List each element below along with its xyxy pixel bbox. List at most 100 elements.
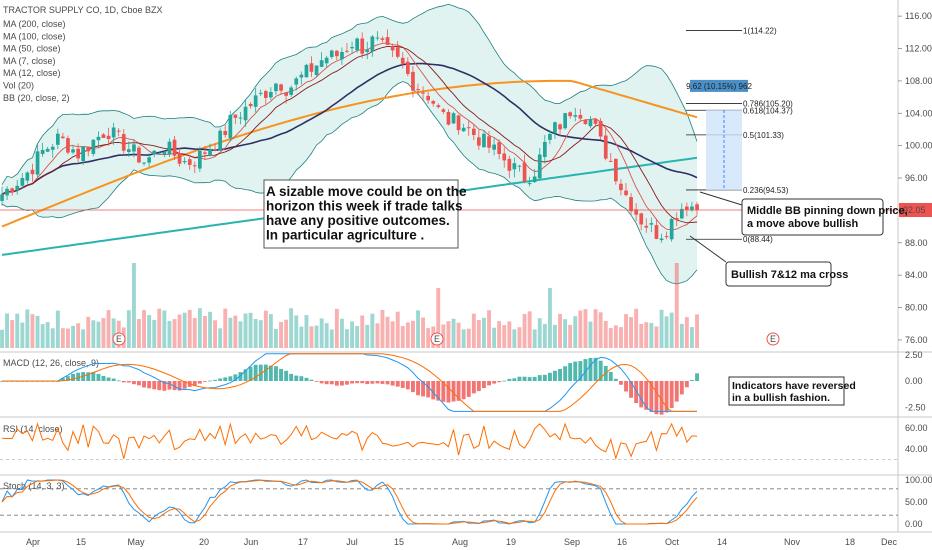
volume-bar xyxy=(669,312,674,348)
candle-body xyxy=(111,127,116,138)
volume-bar xyxy=(466,328,471,348)
time-tick-label: Jul xyxy=(346,537,358,547)
candle-body xyxy=(274,83,278,92)
earnings-label: E xyxy=(770,334,776,344)
volume-bar xyxy=(649,322,654,348)
volume-bar xyxy=(416,310,420,348)
volume-bar xyxy=(619,327,623,348)
candle-body xyxy=(512,163,517,170)
earnings-marker[interactable] xyxy=(766,332,780,346)
ma-note-box[interactable] xyxy=(725,261,832,287)
volume-bar xyxy=(268,314,273,348)
bb-note-box[interactable] xyxy=(741,198,884,236)
bollinger-lower xyxy=(1,81,698,285)
macd-hist-bar xyxy=(253,364,258,381)
macd-hist-bar xyxy=(365,381,370,385)
volume-bar xyxy=(248,312,253,348)
volume-bar xyxy=(578,310,583,348)
earnings-marker[interactable] xyxy=(112,332,126,346)
candle-body xyxy=(35,151,40,175)
macd-label: MACD (12, 26, close, 9) xyxy=(3,358,99,368)
volume-bar xyxy=(482,317,486,348)
volume-bar xyxy=(324,323,329,348)
macd-hist-bar xyxy=(137,381,141,386)
candle-body xyxy=(91,139,96,154)
price-tick-label: 88.00 xyxy=(905,238,928,248)
candle-body xyxy=(269,92,273,98)
candle-body xyxy=(20,178,25,186)
macd-hist-bar xyxy=(380,381,385,384)
indicator-legend-item: MA (7, close) xyxy=(3,56,56,66)
macd-note-line: in a bullish fashion. xyxy=(732,392,830,404)
volume-bar xyxy=(624,314,628,348)
volume-bar xyxy=(674,263,679,348)
volume-bar xyxy=(380,310,385,348)
volume-bar xyxy=(10,320,15,348)
candle-body xyxy=(360,38,365,54)
macd-hist-bar xyxy=(674,381,679,402)
volume-bar xyxy=(91,320,96,348)
candle-body xyxy=(522,162,527,182)
candle-body xyxy=(649,223,654,225)
macd-hist-bar xyxy=(548,372,552,381)
time-tick-label: 15 xyxy=(76,537,86,547)
candle-body xyxy=(532,176,537,183)
main-note-box[interactable] xyxy=(263,179,459,249)
candle-body xyxy=(96,136,101,141)
indicator-legend-item: MA (100, close) xyxy=(3,31,66,41)
volume-bar xyxy=(588,321,593,348)
macd-note-box[interactable] xyxy=(728,376,845,406)
volume-bar xyxy=(213,320,217,348)
candle-body xyxy=(10,188,14,193)
candle-body xyxy=(517,165,522,167)
candle-body xyxy=(157,153,162,155)
volume-bar xyxy=(340,318,344,348)
stoch-d-line xyxy=(1,479,698,525)
earnings-marker[interactable] xyxy=(430,332,444,346)
candle-body xyxy=(299,74,304,78)
volume-bar xyxy=(487,310,491,348)
candle-body xyxy=(603,135,608,159)
macd-pane[interactable]: MACD (12, 26, close, 9) 2.50 0.00 -2.50 xyxy=(0,350,926,415)
macd-hist-bar xyxy=(91,372,96,381)
current-price-badge xyxy=(899,202,932,217)
macd-hist-bar xyxy=(613,378,618,381)
time-tick-label: 14 xyxy=(717,537,727,547)
macd-hist-bar xyxy=(238,372,243,381)
price-tick-label: 112.00 xyxy=(905,44,932,54)
volume-bar xyxy=(299,326,304,348)
candle-body xyxy=(177,153,182,164)
volume-bar xyxy=(334,308,339,348)
macd-hist-bar xyxy=(664,381,669,413)
rsi-line xyxy=(1,422,698,460)
macd-hist-bar xyxy=(608,372,613,381)
volume-bar xyxy=(314,325,319,348)
ma-7-line xyxy=(1,42,698,231)
macd-hist-bar xyxy=(436,381,441,401)
candle-body xyxy=(228,114,233,139)
macd-hist-bar xyxy=(405,381,410,390)
time-axis[interactable]: Apr 15 May 20 Jun 17 Jul 15 Aug 19 Sep 16 Oct 14 Nov 18… xyxy=(26,537,898,547)
rsi-pane[interactable]: RSI (14, close) 60.00 40.00 xyxy=(0,422,928,461)
candle-body xyxy=(314,65,319,75)
volume-bar xyxy=(81,329,86,348)
fib-retracement[interactable]: 1(114.22) 0.786(105.20)0.618(104.37) 0.5(1… xyxy=(686,27,793,245)
price-axis[interactable]: 116.00112.00108.00104.00100.0096.0092.00… xyxy=(898,11,932,345)
candle-body xyxy=(593,118,598,124)
macd-hist-bar xyxy=(319,381,324,384)
candle-body xyxy=(390,46,395,51)
candle-body xyxy=(345,50,349,52)
volume-bar xyxy=(258,320,263,348)
time-tick-label: 20 xyxy=(199,537,209,547)
volume-bar xyxy=(86,316,91,348)
volume-bar xyxy=(162,310,167,348)
candle-body xyxy=(243,106,248,121)
macd-hist-bar xyxy=(679,381,684,395)
time-tick-label: Oct xyxy=(665,537,680,547)
stoch-pane[interactable]: Stoch (14, 3, 3) 100.00 50.00 0.00 xyxy=(0,475,932,529)
macd-hist-bar xyxy=(167,381,172,390)
macd-hist-bar xyxy=(634,381,639,403)
price-tick-label: 104.00 xyxy=(905,108,932,118)
candle-body xyxy=(329,50,334,57)
rsi-tick-label: 40.00 xyxy=(905,444,928,454)
